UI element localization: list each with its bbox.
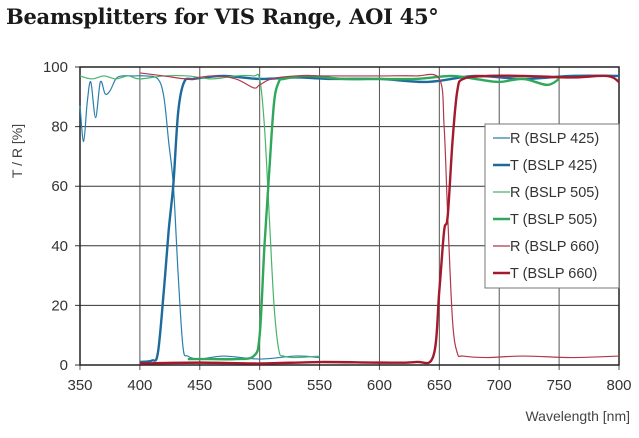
series-line-5 [139,74,620,365]
legend-box [484,123,620,289]
legend-label: T (BSLP 505) [510,212,597,228]
legend-label: R (BSLP 660) [510,239,599,255]
series-line-2 [79,73,320,359]
y-tick-label: 60 [51,178,68,195]
x-tick-label: 400 [127,377,152,394]
y-tick-label: 0 [60,357,68,374]
y-tick-label: 80 [51,119,68,136]
series-line-3 [187,74,560,361]
series-line-4 [139,72,620,359]
x-tick-label: 450 [187,377,212,394]
y-axis-label: T / R [%] [9,124,25,178]
x-tick-label: 350 [67,377,92,394]
legend-label: T (BSLP 660) [510,266,597,282]
legend-label: R (BSLP 505) [510,185,599,201]
x-tick-label: 550 [307,377,332,394]
y-tick-label: 40 [51,238,68,255]
x-tick-label: 500 [247,377,272,394]
chart-title: Beamsplitters for VIS Range, AOI 45° [6,4,439,29]
x-axis-label: Wavelength [nm] [525,408,630,424]
x-tick-label: 600 [367,377,392,394]
legend-label: R (BSLP 425) [510,131,599,147]
legend-label: T (BSLP 425) [510,158,597,174]
x-tick-label: 650 [427,377,452,394]
x-tick-label: 700 [487,377,512,394]
x-tick-label: 800 [606,377,631,394]
x-tick-label: 750 [547,377,572,394]
y-tick-label: 100 [43,59,68,76]
y-tick-label: 20 [51,297,68,314]
